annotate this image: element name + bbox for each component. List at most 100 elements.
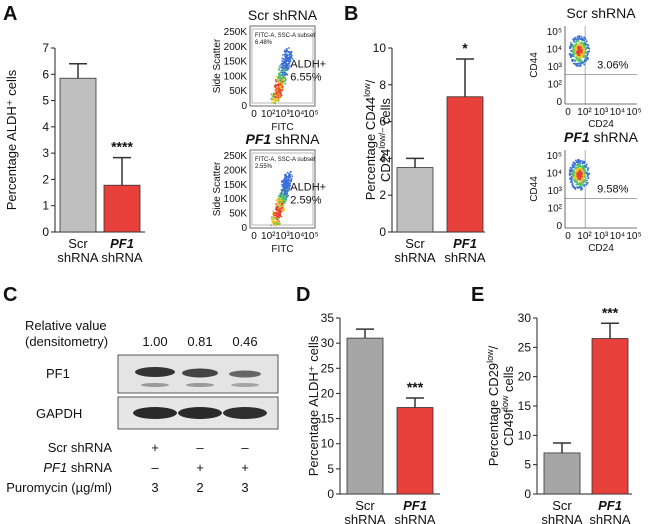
- flow-x-tick: 10⁴: [610, 107, 625, 118]
- flow-event: [279, 75, 282, 77]
- flow-event: [290, 179, 292, 182]
- flow-event: [577, 172, 580, 175]
- flow-event: [285, 62, 288, 65]
- flow-event: [289, 58, 292, 60]
- category-label: PF1: [403, 498, 427, 513]
- flow-event: [270, 97, 273, 100]
- flow-event: [284, 190, 287, 192]
- flow-event: [577, 174, 579, 177]
- flow-event: [572, 51, 574, 54]
- flow-title: PF1 shRNA: [564, 129, 639, 145]
- flow-event: [289, 170, 292, 173]
- flow-event: [287, 186, 289, 189]
- y-label-part: CD49f: [501, 409, 516, 446]
- flow-event: [282, 68, 284, 71]
- flow-event: [577, 158, 579, 161]
- flow-event: [279, 214, 281, 216]
- flow-event: [577, 54, 580, 56]
- flow-event: [580, 182, 583, 185]
- flow-event: [283, 71, 286, 74]
- flow-event: [285, 59, 288, 62]
- flow-event: [580, 60, 583, 63]
- flow-event: [579, 184, 582, 186]
- flow-event: [585, 163, 588, 166]
- category-label-line2: shRNA: [101, 250, 143, 265]
- flow-event: [580, 160, 582, 162]
- flow-event: [279, 79, 282, 82]
- flow-event: [574, 63, 577, 66]
- flow-event: [575, 56, 577, 59]
- condition-label-puromycin: Puromycin (µg/ml): [6, 480, 112, 495]
- flow-event: [581, 49, 584, 52]
- flow-event: [278, 68, 280, 71]
- puromycin-lane-3: 3: [241, 480, 248, 495]
- gate-text: FITC-A, SSC-A subset: [255, 157, 315, 163]
- y-tick-label: 30: [518, 311, 532, 325]
- flow-event: [583, 184, 586, 187]
- flow-event: [586, 173, 588, 176]
- flow-event: [578, 171, 581, 174]
- flow-event: [578, 175, 581, 178]
- flow-event: [586, 46, 589, 48]
- flow-event: [277, 87, 280, 90]
- flow-x-tick: 10⁵: [626, 231, 641, 242]
- relative-value-lane-3: 0.46: [232, 334, 257, 349]
- flow-event: [570, 170, 573, 173]
- flow-event: [275, 75, 278, 78]
- flow-event: [291, 175, 294, 178]
- flow-x-tick: 10⁵: [303, 231, 318, 242]
- gate-text: FITC-A, SSC-A subset: [255, 33, 315, 39]
- flow-event: [581, 177, 583, 179]
- flow-event: [575, 44, 577, 46]
- flow-event: [577, 35, 580, 38]
- flow-title: Scr shRNA: [566, 5, 636, 21]
- flow-event: [274, 101, 277, 103]
- flow-event: [279, 96, 281, 99]
- flow-event: [569, 181, 572, 184]
- flow-event: [576, 56, 579, 59]
- flow-y-tick: 100K: [224, 194, 248, 205]
- y-tick-label: 5: [327, 462, 334, 476]
- flow-event: [282, 61, 285, 64]
- flow-event: [582, 42, 585, 45]
- flow-event: [282, 202, 284, 205]
- flow-event: [273, 220, 276, 223]
- flow-event: [284, 200, 287, 203]
- flow-event: [569, 52, 571, 55]
- flow-event: [281, 79, 284, 81]
- y-axis-label-line2: CD24low/– cells: [377, 98, 393, 182]
- flow-event: [282, 199, 285, 202]
- flow-event: [283, 60, 286, 63]
- flow-y-tick: 10⁴: [547, 45, 562, 56]
- flow-event: [277, 197, 279, 199]
- flow-event: [276, 79, 279, 82]
- flow-event: [575, 51, 578, 54]
- gate-value: 6.55%: [290, 72, 321, 84]
- flow-event: [286, 182, 289, 185]
- flow-event: [274, 102, 276, 105]
- flow-event: [280, 199, 283, 202]
- flow-event: [577, 38, 580, 40]
- category-label: PF1: [598, 498, 622, 513]
- flow-x-tick: 0: [565, 231, 571, 242]
- flow-event: [288, 63, 290, 65]
- flow-y-tick: 10⁴: [547, 169, 562, 180]
- flow-event: [280, 215, 283, 218]
- flow-title-gene: PF1: [246, 131, 272, 147]
- flow-event: [285, 57, 288, 60]
- flow-event: [287, 56, 289, 59]
- flow-title-text: shRNA: [271, 131, 320, 147]
- flow-x-tick: 10³: [594, 231, 609, 242]
- flow-event: [571, 182, 574, 185]
- flow-event: [271, 217, 273, 219]
- flow-event: [582, 183, 584, 186]
- flow-event: [581, 55, 583, 57]
- flow-event: [287, 177, 290, 180]
- flow-x-tick: 10³: [275, 109, 290, 120]
- flow-event: [282, 209, 285, 212]
- flow-event: [587, 52, 589, 55]
- flow-event: [575, 53, 578, 56]
